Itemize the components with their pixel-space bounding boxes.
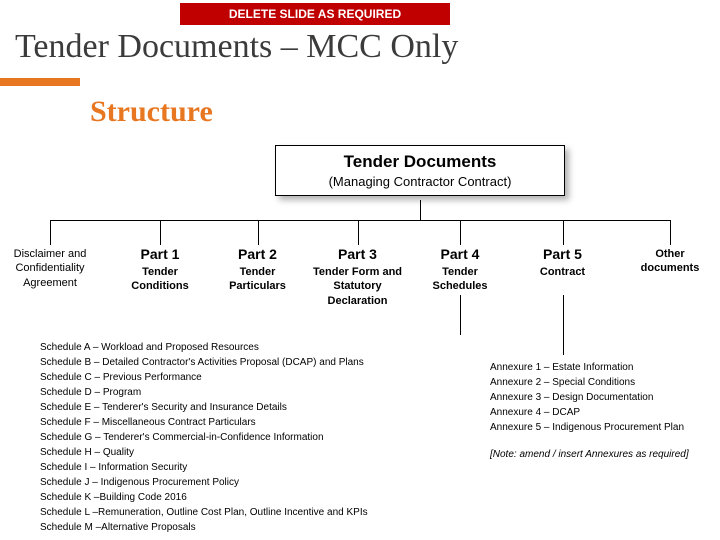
root-subtitle: (Managing Contractor Contract): [280, 174, 560, 189]
part-node: Disclaimer and Confidentiality Agreement: [0, 245, 100, 290]
part-subtitle: Tender Form and Statutory Declaration: [305, 265, 410, 308]
schedule-item: Schedule H – Quality: [40, 445, 368, 460]
part-node: Part 1 Tender Conditions: [115, 245, 205, 294]
part-node: Part 2 Tender Particulars: [215, 245, 300, 294]
part-subtitle: Tender Schedules: [415, 265, 505, 294]
schedule-item: Schedule M –Alternative Proposals: [40, 520, 368, 535]
annexure-item: Annexure 5 – Indigenous Procurement Plan: [490, 420, 689, 435]
schedule-item: Schedule E – Tenderer's Security and Ins…: [40, 400, 368, 415]
schedule-item: Schedule G – Tenderer's Commercial-in-Co…: [40, 430, 368, 445]
part-subtitle: Tender Conditions: [115, 265, 205, 294]
part-title: Part 5: [520, 245, 605, 263]
part-title: Part 2: [215, 245, 300, 263]
part-title: Part 4: [415, 245, 505, 263]
part-node: Part 3 Tender Form and Statutory Declarat…: [305, 245, 410, 308]
part-node: Other documents: [625, 245, 715, 276]
schedule-item: Schedule D – Program: [40, 385, 368, 400]
schedule-item: Schedule I – Information Security: [40, 460, 368, 475]
annexure-item: Annexure 1 – Estate Information: [490, 360, 689, 375]
part-title: Part 1: [115, 245, 205, 263]
part-subtitle: Other documents: [625, 247, 715, 276]
schedule-item: Schedule A – Workload and Proposed Resou…: [40, 340, 368, 355]
schedule-item: Schedule K –Building Code 2016: [40, 490, 368, 505]
part-title: Part 3: [305, 245, 410, 263]
root-title: Tender Documents: [280, 152, 560, 172]
part-node: Part 4 Tender Schedules: [415, 245, 505, 294]
annexure-item: Annexure 2 – Special Conditions: [490, 375, 689, 390]
structure-heading: Structure: [90, 95, 213, 129]
accent-bar: [0, 78, 80, 86]
schedule-item: Schedule F – Miscellaneous Contract Part…: [40, 415, 368, 430]
annexure-item: Annexure 4 – DCAP: [490, 405, 689, 420]
part-subtitle: Contract: [520, 265, 605, 279]
part-subtitle: Disclaimer and Confidentiality Agreement: [0, 247, 100, 290]
schedule-list: Schedule A – Workload and Proposed Resou…: [40, 340, 368, 535]
delete-banner: DELETE SLIDE AS REQUIRED: [180, 3, 450, 25]
part-subtitle: Tender Particulars: [215, 265, 300, 294]
schedule-item: Schedule B – Detailed Contractor's Activ…: [40, 355, 368, 370]
root-node: Tender Documents (Managing Contractor Co…: [275, 145, 565, 196]
schedule-item: Schedule C – Previous Performance: [40, 370, 368, 385]
slide-title: Tender Documents – MCC Only: [15, 28, 458, 66]
annexure-note: [Note: amend / insert Annexures as requi…: [490, 447, 689, 462]
schedule-item: Schedule L –Remuneration, Outline Cost P…: [40, 505, 368, 520]
schedule-item: Schedule J – Indigenous Procurement Poli…: [40, 475, 368, 490]
annexure-list: Annexure 1 – Estate InformationAnnexure …: [490, 360, 689, 462]
part-node: Part 5 Contract: [520, 245, 605, 279]
annexure-item: Annexure 3 – Design Documentation: [490, 390, 689, 405]
